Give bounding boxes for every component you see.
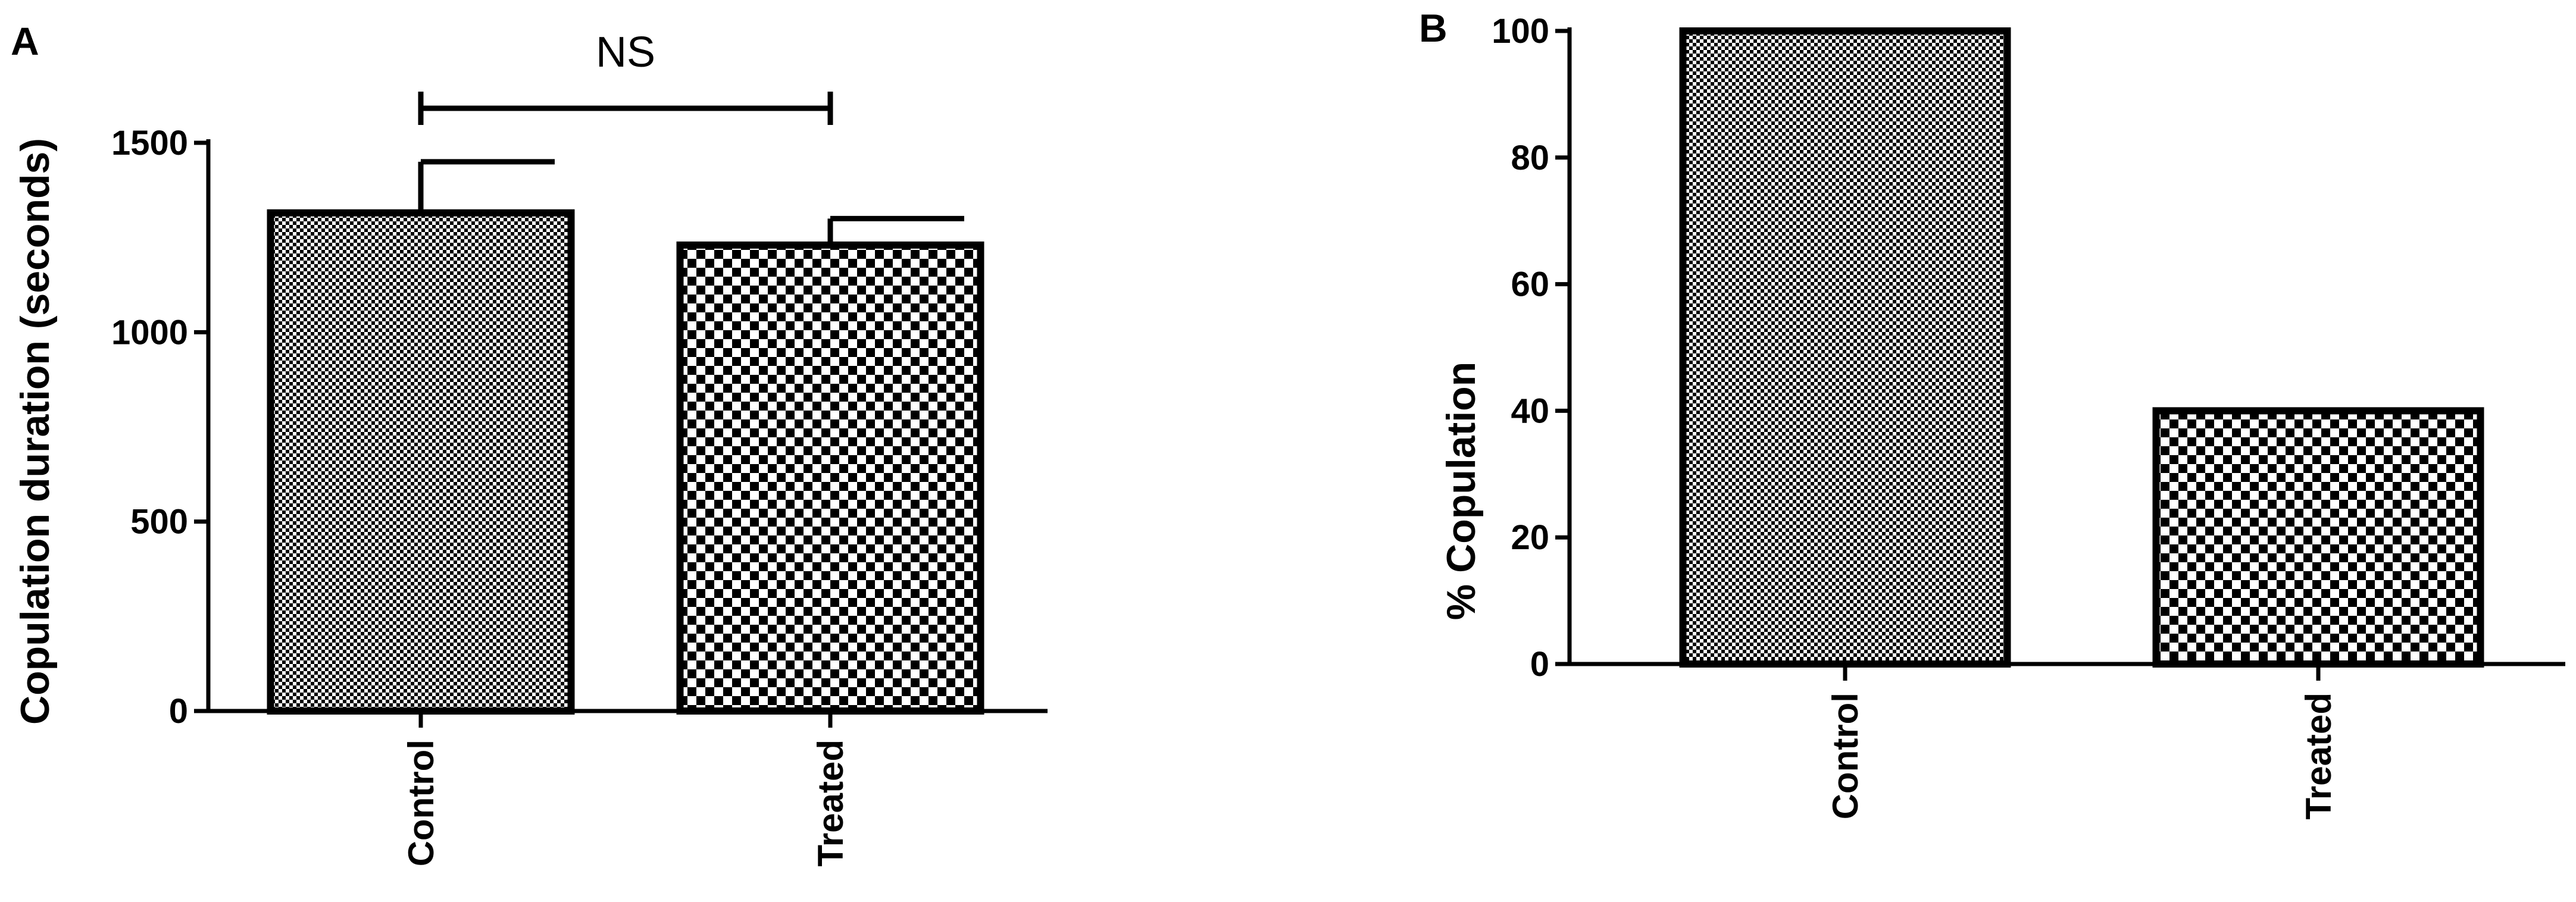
panel-a: A Copulation duration (seconds) 0 500 1000… (11, 19, 1048, 866)
panel-a-letter: A (11, 19, 39, 63)
panel-a-y-tick-label-1500: 1500 (111, 124, 188, 162)
panel-b-y-tick-label-40: 40 (1511, 392, 1549, 430)
panel-b-bar-treated (2152, 407, 2484, 668)
panel-b-y-axis-title: % Copulation (1439, 362, 1484, 620)
panel-a-y-tick-label-500: 500 (130, 503, 188, 541)
panel-b-y-tick-label-100: 100 (1492, 12, 1549, 51)
panel-b-y-tick-label-60: 60 (1511, 265, 1549, 304)
panel-a-bar-control (267, 209, 575, 715)
panel-a-bar-treated (676, 241, 984, 715)
panel-b-y-tick-label-20: 20 (1511, 518, 1549, 557)
panel-b-category-label-control: Control (1825, 693, 1865, 819)
panel-a-significance-label: NS (596, 29, 655, 76)
panel-b-letter: B (1419, 6, 1448, 50)
panel-b-bar-control (1679, 27, 2011, 668)
panel-b-category-label-treated: Treated (2299, 693, 2339, 819)
panel-a-category-label-treated: Treated (811, 740, 851, 866)
panel-b-y-tick-label-0: 0 (1530, 645, 1549, 684)
panel-b: B % Copulation 0 20 40 60 80 100 Control Treat… (1419, 6, 2565, 819)
panel-a-y-tick-label-0: 0 (169, 692, 188, 731)
panel-b-y-tick-label-80: 80 (1511, 139, 1549, 177)
panel-a-y-axis-title: Copulation duration (seconds) (12, 138, 58, 725)
panel-a-category-label-control: Control (401, 740, 441, 866)
panel-a-y-tick-label-1000: 1000 (111, 313, 188, 352)
